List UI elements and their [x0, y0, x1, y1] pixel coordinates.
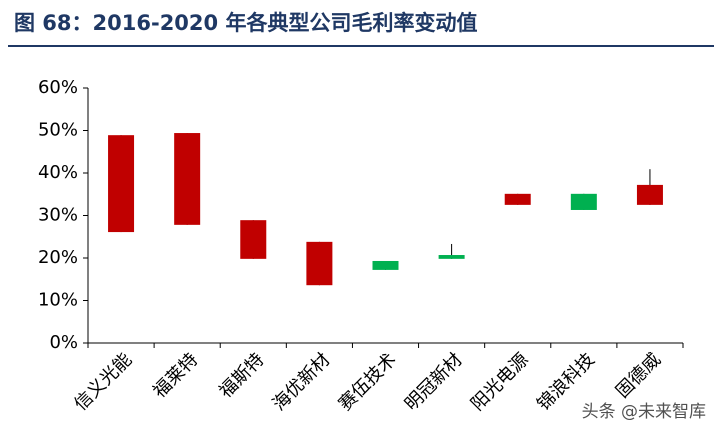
candle-body: [174, 133, 201, 225]
x-tick-label: 福莱特: [149, 349, 202, 402]
y-tick-label: 0%: [49, 332, 78, 353]
y-tick-label: 50%: [38, 120, 78, 141]
y-tick-label: 20%: [38, 247, 78, 268]
y-tick-label: 40%: [38, 162, 78, 183]
watermark: 头条 @未来智库: [582, 402, 706, 422]
y-tick-label: 30%: [38, 205, 78, 226]
x-tick-label: 信义光能: [70, 349, 136, 415]
chart-title: 图 68：2016-2020 年各典型公司毛利率变动值: [14, 11, 477, 35]
candle-body: [240, 220, 267, 259]
y-tick-label: 60%: [38, 77, 78, 98]
x-tick-label: 阳光电源: [467, 349, 533, 415]
candle-body: [306, 241, 333, 286]
candle-body: [108, 135, 135, 233]
x-tick-label: 海优新材: [269, 349, 335, 415]
candle-body: [636, 184, 663, 205]
x-tick-label: 固德威: [612, 349, 665, 402]
candle-body: [570, 193, 597, 210]
candle-body: [372, 260, 399, 270]
x-tick-label: 明冠新材: [401, 349, 467, 415]
x-tick-label: 赛伍技术: [335, 349, 401, 415]
candle-body: [438, 255, 465, 259]
candle-body: [504, 193, 531, 205]
y-tick-label: 10%: [38, 290, 78, 311]
x-tick-label: 福斯特: [215, 349, 268, 402]
